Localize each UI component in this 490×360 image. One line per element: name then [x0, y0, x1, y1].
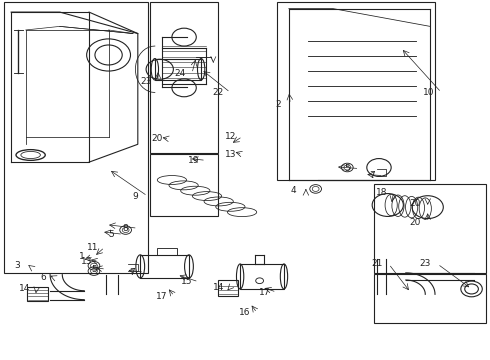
Text: 23: 23 [419, 260, 431, 269]
Text: 14: 14 [19, 284, 30, 293]
Bar [277, 2, 435, 180]
Text: 9: 9 [132, 192, 138, 201]
Text: 20: 20 [410, 199, 421, 208]
Text: 13: 13 [224, 150, 236, 159]
Bar [240, 264, 284, 289]
Text: 23: 23 [140, 77, 151, 86]
Bar [218, 280, 238, 296]
Bar [140, 255, 189, 278]
Bar [374, 274, 486, 323]
Text: 7: 7 [369, 171, 374, 180]
Text: 1: 1 [79, 252, 85, 261]
Text: 6: 6 [40, 273, 46, 282]
Bar [155, 59, 201, 80]
Text: 3: 3 [14, 261, 20, 270]
Text: 15: 15 [181, 277, 192, 286]
Text: 8: 8 [123, 224, 128, 233]
Bar [157, 248, 177, 255]
Bar [4, 2, 147, 273]
Bar [27, 287, 48, 301]
Bar [150, 154, 218, 216]
Text: 11: 11 [87, 243, 98, 252]
Bar [150, 2, 218, 153]
Text: 13: 13 [81, 257, 93, 266]
Text: 21: 21 [371, 260, 382, 269]
Text: 24: 24 [174, 69, 185, 78]
Bar [374, 184, 486, 273]
Text: 18: 18 [376, 188, 387, 197]
Text: 12: 12 [225, 132, 236, 141]
Text: 2: 2 [275, 100, 281, 109]
Text: 14: 14 [213, 283, 224, 292]
Text: 5: 5 [344, 164, 350, 173]
Text: 4: 4 [291, 185, 296, 194]
Text: 7: 7 [129, 268, 135, 277]
Text: 17: 17 [156, 292, 168, 301]
Text: 5: 5 [91, 265, 97, 274]
Text: 10: 10 [423, 88, 435, 97]
Text: 22: 22 [213, 88, 224, 97]
Text: 20: 20 [151, 134, 163, 143]
Text: 5: 5 [108, 230, 114, 239]
Text: 16: 16 [239, 309, 251, 318]
Text: 17: 17 [259, 288, 270, 297]
Text: 20: 20 [410, 218, 421, 227]
Text: 19: 19 [188, 156, 199, 165]
